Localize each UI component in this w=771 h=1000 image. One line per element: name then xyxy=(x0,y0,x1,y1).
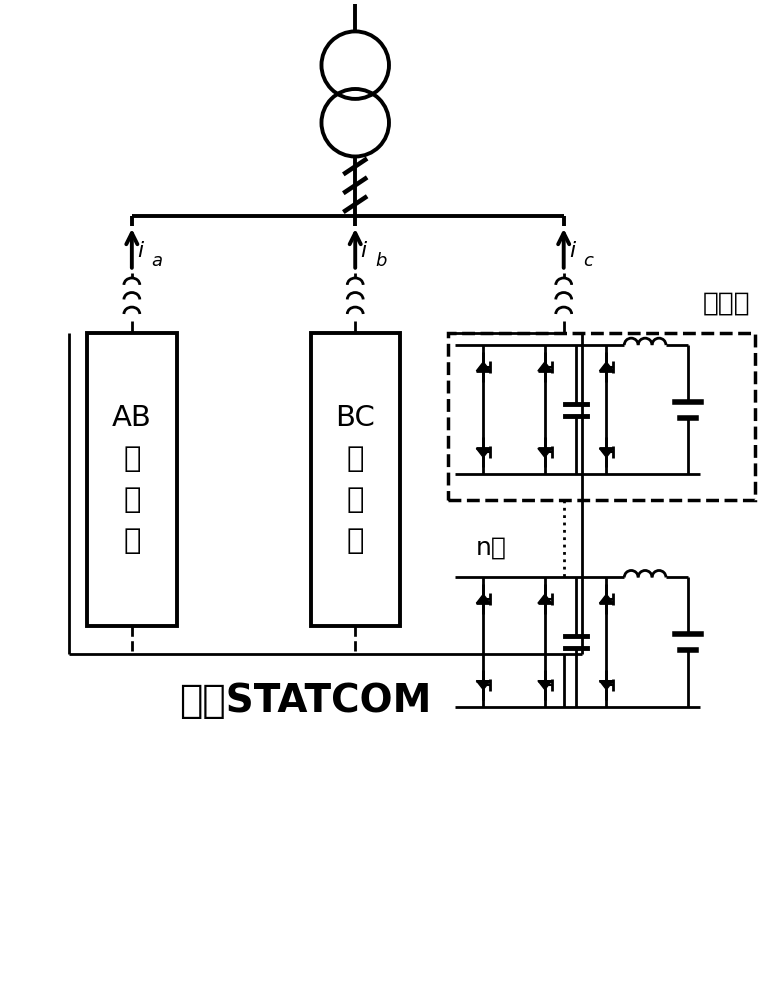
Polygon shape xyxy=(476,362,490,371)
Text: AB
相
链
节: AB 相 链 节 xyxy=(112,404,152,555)
Polygon shape xyxy=(538,362,552,371)
Bar xyxy=(311,333,400,626)
Polygon shape xyxy=(599,448,614,457)
Text: 子模块: 子模块 xyxy=(702,290,750,316)
Bar xyxy=(447,333,756,500)
Text: n个: n个 xyxy=(476,536,507,560)
Text: $i$: $i$ xyxy=(360,241,369,261)
Polygon shape xyxy=(599,681,614,690)
Text: c: c xyxy=(584,252,594,270)
Polygon shape xyxy=(538,448,552,457)
Text: BC
相
链
节: BC 相 链 节 xyxy=(335,404,375,555)
Polygon shape xyxy=(538,681,552,690)
Polygon shape xyxy=(599,362,614,371)
Polygon shape xyxy=(476,594,490,603)
Bar xyxy=(87,333,177,626)
Text: $i$: $i$ xyxy=(136,241,145,261)
Text: 储能STATCOM: 储能STATCOM xyxy=(180,682,432,720)
Text: $i$: $i$ xyxy=(569,241,577,261)
Polygon shape xyxy=(599,594,614,603)
Polygon shape xyxy=(476,681,490,690)
Text: a: a xyxy=(152,252,163,270)
Text: b: b xyxy=(375,252,386,270)
Polygon shape xyxy=(538,594,552,603)
Polygon shape xyxy=(476,448,490,457)
